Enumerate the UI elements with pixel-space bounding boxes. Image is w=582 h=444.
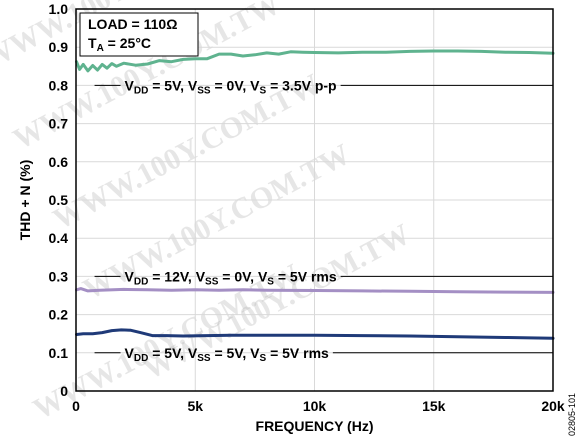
y-tick-label: 0.4: [49, 230, 69, 246]
x-tick-label: 0: [72, 398, 80, 414]
x-tick-label: 20k: [541, 398, 565, 414]
y-tick-label: 0.8: [49, 77, 69, 93]
y-tick-label: 0.2: [49, 307, 69, 323]
y-tick-label: 0.6: [49, 154, 69, 170]
y-tick-label: 0.7: [49, 116, 69, 132]
figure-id: 02805-101: [567, 393, 577, 436]
y-tick-label: 0.5: [49, 192, 69, 208]
x-tick-label: 15k: [422, 398, 446, 414]
condition-load: LOAD = 110Ω: [88, 16, 177, 32]
y-tick-label: 0: [60, 383, 68, 399]
y-tick-label: 1.0: [49, 1, 69, 17]
y-axis-label: THD + N (%): [17, 160, 33, 241]
x-axis-label: FREQUENCY (Hz): [256, 418, 374, 434]
y-tick-label: 0.9: [49, 39, 69, 55]
y-tick-label: 0.3: [49, 268, 69, 284]
y-tick-label: 0.1: [49, 345, 69, 361]
series-line-2: [77, 289, 554, 293]
x-tick-label: 10k: [303, 398, 327, 414]
x-tick-label: 5k: [187, 398, 203, 414]
